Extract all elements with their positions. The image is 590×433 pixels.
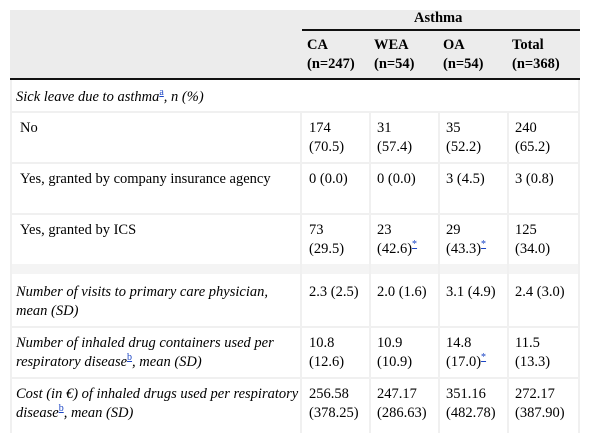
cell-company-total: 3 (0.8) bbox=[515, 171, 554, 187]
col-wea-header: WEA (n=54) bbox=[374, 37, 415, 72]
cell-cost-oa: 351.16 (482.78) bbox=[446, 386, 496, 421]
spacer-row bbox=[10, 264, 580, 274]
col-oa-header: OA (n=54) bbox=[443, 37, 484, 72]
row-label-yes-company: Yes, granted by company insurance agency bbox=[20, 171, 271, 187]
col-divider bbox=[369, 111, 371, 433]
asthma-group-label: Asthma bbox=[414, 10, 463, 26]
cell-company-wea: 0 (0.0) bbox=[377, 171, 416, 187]
significance-mark-link[interactable]: * bbox=[481, 352, 487, 364]
cell-visits-ca: 2.3 (2.5) bbox=[309, 284, 359, 300]
significance-mark-link[interactable]: * bbox=[481, 239, 487, 251]
cell-ics-ca: 73 (29.5) bbox=[309, 222, 345, 257]
header-rule-top bbox=[302, 29, 580, 31]
row-divider bbox=[10, 213, 580, 215]
row-label-visits: Number of visits to primary care physici… bbox=[16, 284, 268, 319]
cell-containers-wea: 10.9 (10.9) bbox=[377, 335, 413, 370]
cell-containers-ca: 10.8 (12.6) bbox=[309, 335, 345, 370]
cell-visits-total: 2.4 (3.0) bbox=[515, 284, 565, 300]
footnote-a-link[interactable]: a bbox=[159, 87, 164, 99]
header-rule-bottom bbox=[10, 78, 580, 80]
cell-ics-wea: 23 (42.6)* bbox=[377, 222, 418, 257]
row-label-containers: Number of inhaled drug containers used p… bbox=[16, 335, 274, 370]
col-divider bbox=[578, 80, 580, 433]
cell-cost-total: 272.17 (387.90) bbox=[515, 386, 565, 421]
cell-ics-oa: 29 (43.3)* bbox=[446, 222, 487, 257]
cell-no-total: 240 (65.2) bbox=[515, 120, 551, 155]
footnote-b-link[interactable]: b bbox=[58, 403, 64, 415]
cell-no-ca: 174 (70.5) bbox=[309, 120, 345, 155]
cell-cost-wea: 247.17 (286.63) bbox=[377, 386, 427, 421]
cell-company-ca: 0 (0.0) bbox=[309, 171, 348, 187]
col-divider bbox=[300, 111, 302, 433]
footnote-b-link[interactable]: b bbox=[127, 352, 133, 364]
significance-mark-link[interactable]: * bbox=[412, 239, 418, 251]
cell-visits-oa: 3.1 (4.9) bbox=[446, 284, 496, 300]
cell-no-oa: 35 (52.2) bbox=[446, 120, 482, 155]
cell-ics-total: 125 (34.0) bbox=[515, 222, 551, 257]
col-divider bbox=[507, 111, 509, 433]
row-label-no: No bbox=[20, 120, 38, 136]
table-header bbox=[10, 10, 580, 80]
col-ca-header: CA (n=247) bbox=[307, 37, 355, 72]
row-divider bbox=[10, 162, 580, 164]
section-sick-leave-title: Sick leave due to asthmaa, n (%) bbox=[16, 87, 204, 105]
row-divider bbox=[10, 326, 580, 328]
col-divider bbox=[438, 111, 440, 433]
cell-containers-total: 11.5 (13.3) bbox=[515, 335, 551, 370]
row-divider bbox=[10, 111, 580, 113]
cell-no-wea: 31 (57.4) bbox=[377, 120, 413, 155]
col-divider bbox=[10, 80, 12, 433]
cell-company-oa: 3 (4.5) bbox=[446, 171, 485, 187]
cell-cost-ca: 256.58 (378.25) bbox=[309, 386, 359, 421]
cell-containers-oa: 14.8 (17.0)* bbox=[446, 335, 487, 370]
row-divider bbox=[10, 377, 580, 379]
row-label-yes-ics: Yes, granted by ICS bbox=[20, 222, 137, 238]
row-label-cost: Cost (in €) of inhaled drugs used per re… bbox=[16, 386, 299, 421]
col-total-header: Total (n=368) bbox=[512, 37, 560, 72]
cell-visits-wea: 2.0 (1.6) bbox=[377, 284, 427, 300]
